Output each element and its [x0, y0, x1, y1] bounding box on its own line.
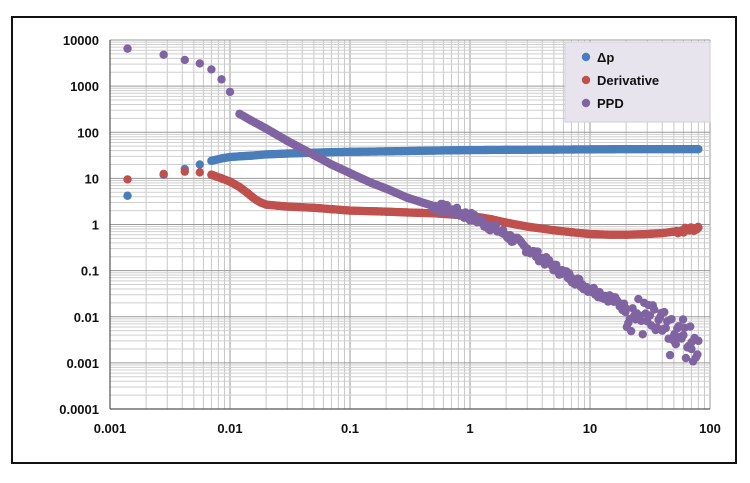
x-tick-label: 0.1: [341, 421, 359, 436]
x-tick-label: 1: [466, 421, 473, 436]
y-tick-label: 0.001: [66, 356, 99, 371]
derivative-point: [180, 167, 189, 176]
derivative-point: [123, 175, 132, 184]
y-tick-labels: 10000 1000 100 10 1 0.1 0.01 0.001 0.0001: [59, 33, 99, 417]
ppd-point: [552, 260, 561, 270]
legend-label-derivative: Derivative: [597, 73, 659, 88]
derivative-point: [195, 168, 204, 177]
ppd-point: [533, 247, 542, 256]
ppd-point: [621, 307, 630, 317]
ppd-point: [180, 55, 189, 65]
ppd-point: [619, 299, 629, 308]
ppd-point: [693, 350, 702, 359]
x-tick-labels: 0.001 0.01 0.1 1 10 100: [94, 421, 721, 436]
ppd-point: [650, 305, 659, 314]
ppd-point: [667, 314, 676, 324]
ppd-point: [159, 50, 168, 59]
ppd-point: [225, 87, 235, 97]
y-tick-label: 10000: [63, 33, 99, 48]
derivative-point: [159, 169, 168, 179]
x-tick-label: 10: [583, 421, 597, 436]
ppd-point: [671, 339, 681, 349]
ppd-point: [217, 75, 226, 84]
legend-marker-derivative: [581, 75, 591, 85]
delta-p-point: [693, 144, 703, 154]
x-tick-label: 0.01: [217, 421, 242, 436]
derivative-point: [693, 222, 703, 232]
ppd-point: [660, 307, 669, 317]
ppd-point: [565, 269, 574, 278]
x-tick-label: 100: [699, 421, 721, 436]
y-tick-label: 100: [77, 125, 99, 140]
ppd-point: [626, 326, 636, 336]
y-tick-label: 10: [85, 171, 99, 186]
ppd-point: [690, 333, 699, 343]
legend-label-ppd: PPD: [597, 96, 624, 111]
ppd-point: [638, 330, 647, 339]
legend-marker-ppd: [581, 98, 591, 108]
ppd-point: [677, 334, 686, 343]
legend: Δp Derivative PPD: [564, 41, 711, 123]
ppd-point: [123, 44, 132, 53]
ppd-point: [207, 65, 216, 74]
delta-p-point: [123, 191, 132, 200]
ppd-point: [678, 315, 688, 324]
y-tick-label: 0.0001: [59, 402, 99, 417]
ppd-point: [645, 311, 655, 320]
ppd-point: [661, 323, 670, 333]
y-tick-label: 0.01: [74, 310, 99, 325]
y-tick-label: 0.1: [81, 264, 99, 279]
data-points: [123, 44, 703, 366]
y-tick-label: 1000: [70, 79, 99, 94]
ppd-point: [665, 350, 675, 360]
y-tick-label: 1: [92, 218, 99, 233]
x-tick-label: 0.001: [94, 421, 127, 436]
ppd-point: [491, 220, 501, 230]
ppd-point: [681, 353, 691, 363]
legend-marker-delta-p: [581, 52, 591, 62]
ppd-point: [195, 59, 204, 68]
axes: [109, 40, 710, 410]
delta-p-point: [195, 160, 204, 169]
legend-label-delta-p: Δp: [597, 50, 614, 65]
ppd-point: [686, 322, 695, 331]
